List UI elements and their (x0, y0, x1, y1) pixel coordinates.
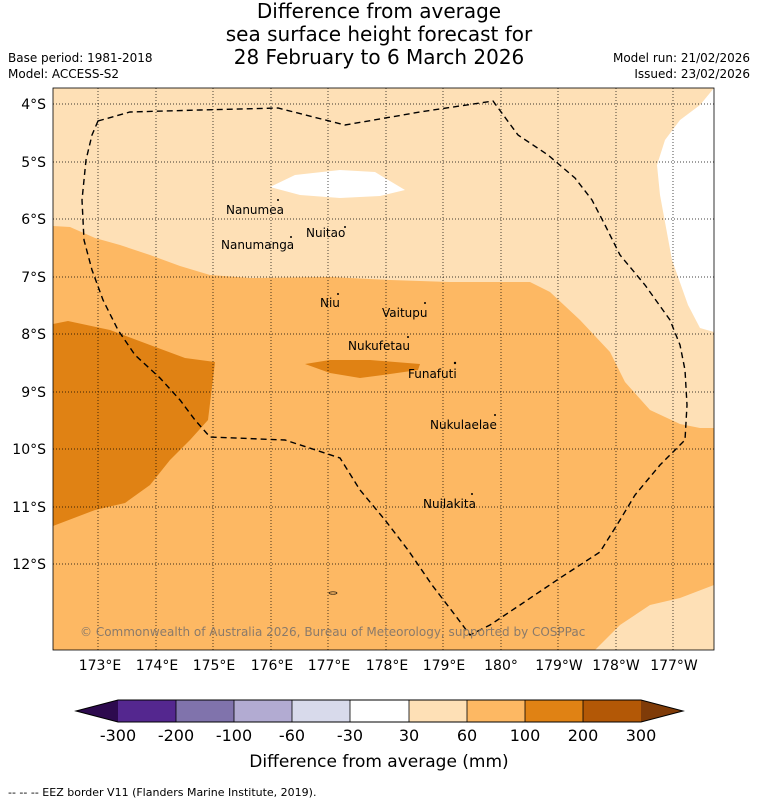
colorbar-swatch (234, 700, 292, 722)
lat-label: 5°S (21, 155, 46, 171)
colorbar-ticks: -300 -200 -100 -60 -30 30 60 100 200 300 (100, 726, 656, 745)
label-nanumea: Nanumea (226, 203, 284, 217)
label-nuitao: Nuitao (306, 226, 345, 240)
anomaly-region-neutral-north (270, 170, 405, 198)
colorbar-tick: 300 (626, 726, 657, 745)
lat-label: 6°S (21, 212, 46, 228)
colorbar-extend-low (76, 700, 118, 722)
copyright-watermark: © Commonwealth of Australia 2026, Bureau… (80, 625, 585, 639)
label-funafuti: Funafuti (408, 367, 457, 381)
lat-label: 10°S (12, 442, 46, 458)
lon-label: 175°E (193, 658, 236, 674)
island-dot-nuitao (344, 226, 346, 228)
latitude-axis: 4°S 5°S 6°S 7°S 8°S 9°S 10°S 11°S 12°S (12, 97, 46, 573)
island-markers (277, 199, 496, 595)
island-dot-nuilakita (471, 493, 473, 495)
place-labels: Nanumea Nuitao Nanumanga Niu Vaitupu Nuk… (221, 203, 497, 511)
colorbar-swatch (118, 700, 176, 722)
lon-label: 176°E (251, 658, 294, 674)
lon-label: 179°W (535, 658, 583, 674)
anomaly-region-100-200-central (305, 360, 420, 378)
colorbar-swatch (409, 700, 467, 722)
colorbar-label: Difference from average (mm) (249, 752, 508, 772)
colorbar-tick: -200 (158, 726, 194, 745)
island-dot-nanumanga (290, 236, 292, 238)
island-dot-nukulaelae (494, 414, 496, 416)
colorbar-swatch (350, 700, 409, 722)
colorbar-extend-high (641, 700, 683, 722)
label-nukufetau: Nukufetau (348, 339, 410, 353)
footer-note: -- -- -- EEZ border V11 (Flanders Marine… (8, 786, 317, 799)
label-vaitupu: Vaitupu (382, 306, 428, 320)
anomaly-region-100-200-west (53, 321, 215, 526)
colorbar-tick: -30 (337, 726, 363, 745)
meta-right: Model run: 21/02/2026 Issued: 23/02/2026 (613, 50, 750, 82)
lat-label: 4°S (21, 97, 46, 113)
colorbar: -300 -200 -100 -60 -30 30 60 100 200 300… (74, 699, 685, 772)
colorbar-tick: -60 (279, 726, 305, 745)
colorbar-tick: -300 (100, 726, 136, 745)
lon-label: 178°W (592, 658, 640, 674)
anomaly-region-neutral-east (657, 88, 714, 332)
issued-date: Issued: 23/02/2026 (634, 67, 750, 81)
lat-label: 7°S (21, 270, 46, 286)
colorbar-swatch (467, 700, 525, 722)
lat-label: 8°S (21, 327, 46, 343)
island-dot-nukufetau (407, 336, 409, 338)
label-nukulaelae: Nukulaelae (430, 418, 497, 432)
lon-label: 177°W (650, 658, 698, 674)
colorbar-swatch (525, 700, 583, 722)
lon-label: 179°E (423, 658, 466, 674)
reef-outline (328, 591, 338, 595)
label-nuilakita: Nuilakita (423, 497, 476, 511)
label-niu: Niu (320, 296, 340, 310)
colorbar-outline (74, 699, 685, 723)
island-dot-funafuti (453, 361, 457, 365)
lat-label: 11°S (12, 500, 46, 516)
meta-left: Base period: 1981-2018 Model: ACCESS-S2 (8, 50, 153, 82)
colorbar-swatch (292, 700, 350, 722)
island-dot-vaitupu (424, 302, 426, 304)
title-line-2: sea surface height forecast for (225, 22, 533, 46)
label-nanumanga: Nanumanga (221, 238, 294, 252)
lon-label: 178°E (366, 658, 409, 674)
colorbar-tick: 60 (457, 726, 477, 745)
anomaly-region-60-100 (53, 226, 714, 650)
lon-label: 174°E (136, 658, 179, 674)
lon-label: 177°E (308, 658, 351, 674)
map-frame (52, 87, 715, 651)
colorbar-tick: -100 (216, 726, 252, 745)
title-line-3: 28 February to 6 March 2026 (233, 45, 525, 69)
colorbar-dividers (175, 700, 584, 722)
lon-label: 173°E (79, 658, 122, 674)
longitude-axis: 173°E 174°E 175°E 176°E 177°E 178°E 179°… (79, 658, 698, 674)
title-line-1: Difference from average (256, 0, 502, 23)
model-run: Model run: 21/02/2026 (612, 51, 750, 65)
base-period: Base period: 1981-2018 (8, 51, 153, 65)
colorbar-tick: 30 (399, 726, 419, 745)
map-fill (53, 88, 714, 650)
island-dot-niu (337, 293, 339, 295)
gridlines (53, 88, 714, 650)
colorbar-tick: 200 (568, 726, 599, 745)
island-dot-nanumea (277, 199, 279, 201)
lon-label: 180° (484, 658, 518, 674)
lat-label: 9°S (21, 385, 46, 401)
lat-label: 12°S (12, 557, 46, 573)
model-name: Model: ACCESS-S2 (8, 67, 120, 81)
colorbar-swatch (583, 700, 641, 722)
colorbar-swatch (176, 700, 234, 722)
colorbar-tick: 100 (510, 726, 541, 745)
